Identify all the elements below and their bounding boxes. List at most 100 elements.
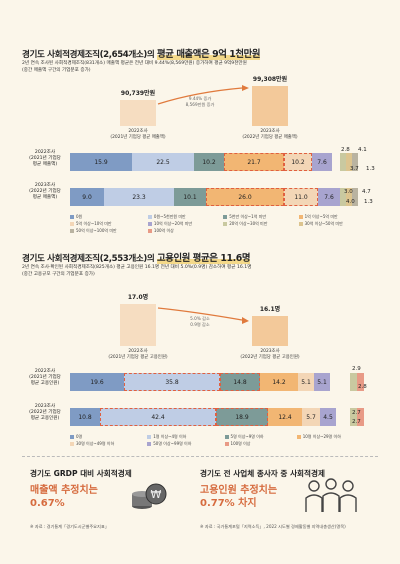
s2-right-caption: 2023조사 (2022년 기업당 평균 고용인원) <box>232 349 308 361</box>
s2-row1-label-line2: (2021년 기업당 <box>29 375 61 380</box>
s1-row1-label-line2: (2021년 기업당 <box>29 156 61 161</box>
s2-row1-bar: 19.6 35.8 14.8 14.2 5.1 5.1 <box>70 373 350 391</box>
legend-swatch <box>298 222 303 226</box>
s1-row2-seg: 10.1 <box>174 188 206 206</box>
section1-title-highlight: 평균 매출액은 9억 1천만원 <box>157 49 261 60</box>
left-caption: 2022조사 (2021년 기업당 평균 매출액) <box>100 129 176 141</box>
left-pillar <box>120 100 156 126</box>
employment-card-source: ※ 자료 : 국가통계포털「지역소득」, 2022 시도별 경제활동별 지역내총… <box>200 524 346 529</box>
s1-row2-ext: 4.0 <box>346 199 355 205</box>
s2-row2-seg: 5.7 <box>302 408 320 426</box>
legend-label: 1억 이상~5억 미만 <box>304 214 338 219</box>
change-line1: 9.44% 증가 <box>188 96 212 101</box>
section1-description: 2년 연속 조사된 사회적경제조직(831개소) 매출액 평균은 전년 대비 9… <box>22 60 247 74</box>
s2-row1-seg: 5.1 <box>298 373 314 391</box>
s1-legend: 0원 0원~5천만원 미만 5천만 이상~1억 미만 1억 이상~5억 미만 5… <box>70 214 370 234</box>
s2-left-caption-label: 2022조사 <box>128 349 148 354</box>
legend-swatch <box>147 229 152 233</box>
s2-right-caption-label: 2023조사 <box>260 349 280 354</box>
legend-item: 50명 이상~99명 이하 <box>147 441 220 447</box>
coins-money-icon: ₩ <box>132 483 167 509</box>
legend-swatch <box>224 442 229 446</box>
s1-row1-seg: 10.2 <box>284 153 312 171</box>
legend-swatch <box>147 435 152 439</box>
left-caption-sub: (2021년 기업당 평균 매출액) <box>110 135 166 140</box>
s1-row1-label-line3: 평균 매출액) <box>32 162 58 167</box>
s1-row1-tail-seg <box>352 153 358 171</box>
s2-row2-ext: 2.7 <box>352 410 361 416</box>
grdp-card-value-line2: 0.67% <box>30 498 65 509</box>
s2-right-caption-sub: (2022년 기업당 평균 고용인원) <box>240 355 300 360</box>
s2-row1-ext: 2.9 <box>352 366 361 372</box>
s1-row1-tail-seg <box>346 153 352 171</box>
legend-item: 0명 <box>70 434 143 440</box>
s1-row2-seg: 23.3 <box>104 188 174 206</box>
s1-row2-label-line2: (2022년 기업당 <box>29 189 61 194</box>
left-average-value: 90,739만원 <box>120 90 156 97</box>
s1-row2-seg: 11.0 <box>284 188 318 206</box>
legend-swatch <box>298 215 303 219</box>
s2-row2-tail-seg <box>357 408 364 426</box>
legend-label: 10억 이상~20억 미만 <box>153 221 193 226</box>
legend-swatch <box>296 435 301 439</box>
s1-row2-tail-seg <box>340 188 346 206</box>
s2-change-line1: 5.0% 감소 <box>190 316 210 321</box>
legend-swatch <box>70 442 74 446</box>
s2-row1-seg: 14.8 <box>220 373 260 391</box>
section2-title-prefix: 경기도 사회적경제조직(2,553개소)의 <box>22 254 158 264</box>
s1-row1-label-line1: 2022조사 <box>34 150 56 155</box>
s1-row2-seg: 7.6 <box>318 188 340 206</box>
section2-title: 경기도 사회적경제조직(2,553개소)의 고용인원 평균은 11.6명 <box>22 250 250 264</box>
s2-row2-seg: 42.4 <box>100 408 216 426</box>
change-line2: 8,569만원 증가 <box>185 101 215 107</box>
people-group-icon <box>305 478 357 512</box>
grdp-card-value-line1: 매출액 추정치는 <box>30 485 98 496</box>
s1-row2-tail <box>340 188 370 206</box>
employment-card-value-line1: 고용인원 추정치는 <box>200 485 278 496</box>
s1-row2-tail-seg <box>352 188 358 206</box>
s2-row2-seg: 18.9 <box>216 408 268 426</box>
employment-card-value: 고용인원 추정치는 0.77% 차지 <box>200 484 277 510</box>
legend-label: 5천만 이상~1억 미만 <box>229 214 267 219</box>
legend-swatch <box>147 222 152 226</box>
section1-desc-line2: (중간 매출액 구간의 기업분포 증가) <box>22 68 91 73</box>
s2-row2-seg: 10.8 <box>70 408 100 426</box>
legend-label: 100억 이상 <box>153 228 174 233</box>
legend-label: 0원~5천만원 미만 <box>153 214 186 219</box>
s2-row1-tail <box>350 373 364 391</box>
s1-row2-ext: 4.7 <box>362 189 371 195</box>
legend-item: 1억 이상~5억 미만 <box>298 214 370 220</box>
s1-row2-seg: 9.0 <box>70 188 104 206</box>
left-caption-label: 2022조사 <box>128 129 148 134</box>
legend-item: 0원 <box>70 214 144 220</box>
legend-swatch <box>223 222 228 226</box>
bottom-divider <box>22 456 378 457</box>
s2-row1-seg: 5.1 <box>314 373 330 391</box>
legend-swatch <box>70 215 74 219</box>
s1-row2-tail-seg <box>346 188 352 206</box>
s2-row1-label-line3: 평균 고용인원) <box>30 381 60 386</box>
legend-item: 100명 이상 <box>224 441 293 447</box>
employment-card-title: 경기도 전 사업체 종사자 중 사회적경제 <box>200 469 325 478</box>
legend-item: 5억 이상~10억 미만 <box>70 221 144 227</box>
s2-row2-bar: 10.8 42.4 18.9 12.4 5.7 4.5 <box>70 408 350 426</box>
s1-row1-ext: 4.1 <box>358 147 367 153</box>
s2-left-caption-sub: (2021년 기업당 평균 고용인원) <box>108 355 168 360</box>
s2-change-line2: 0.9명 감소 <box>190 321 210 327</box>
s2-row2-seg: 12.4 <box>268 408 302 426</box>
grdp-card-source: ※ 자료 : 경기통계「경기도시군별주요지표」 <box>30 524 109 529</box>
right-caption-label: 2023조사 <box>260 129 280 134</box>
legend-item: 30명 이상~49명 이하 <box>70 441 143 447</box>
legend-label: 30명 이상~49명 이하 <box>76 441 115 446</box>
s2-change-note: 5.0% 감소 0.9명 감소 <box>175 316 225 327</box>
legend-label: 30억 이상~50억 미만 <box>304 221 343 226</box>
s2-row1-seg: 14.2 <box>260 373 298 391</box>
legend-label: 5명 이상~9명 이하 <box>230 434 264 439</box>
legend-item: 50억 이상~100억 미만 <box>70 228 144 234</box>
legend-swatch <box>224 435 229 439</box>
legend-item: 20억 이상~30억 미만 <box>223 221 294 227</box>
s1-row1-seg: 21.7 <box>224 153 284 171</box>
s2-row2-label-line1: 2023조사 <box>34 404 56 409</box>
s1-row1-seg: 15.9 <box>70 153 132 171</box>
legend-label: 20억 이상~30억 미만 <box>229 221 268 226</box>
